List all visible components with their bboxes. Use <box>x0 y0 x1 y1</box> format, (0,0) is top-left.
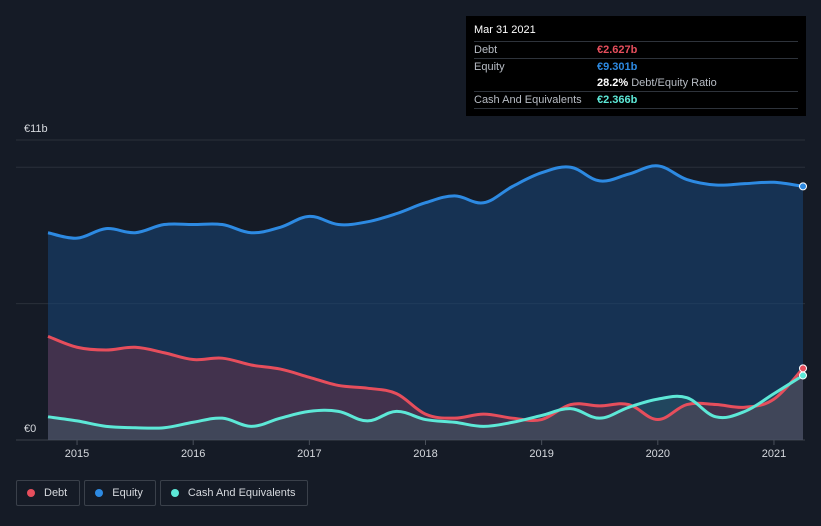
cash-line <box>47 374 804 430</box>
data-tooltip: Mar 31 2021 Debt €2.627b Equity €9.301b … <box>466 16 806 116</box>
tooltip-equity-label: Equity <box>474 61 505 73</box>
y-axis-top-label: €11b <box>24 123 48 135</box>
tooltip-row-cash: Cash And Equivalents €2.366b <box>474 91 798 109</box>
series-lines <box>47 164 805 430</box>
equity-line <box>47 164 804 240</box>
tooltip-equity-value: €9.301b <box>597 61 638 73</box>
y-axis-bottom-label: €0 <box>24 423 36 435</box>
tooltip-row-debt: Debt €2.627b <box>474 41 798 58</box>
chart-legend: Debt Equity Cash And Equivalents <box>16 480 309 506</box>
x-tick-label-2020: 2020 <box>646 448 670 460</box>
x-tick-label-2018: 2018 <box>413 448 437 460</box>
equity-end-marker <box>799 182 807 191</box>
cash-end-marker <box>799 371 807 380</box>
legend-label-cash: Cash And Equivalents <box>187 487 296 499</box>
x-tick-label-2019: 2019 <box>529 448 553 460</box>
debt-line <box>47 334 805 423</box>
tooltip-cash-value: €2.366b <box>597 94 638 106</box>
tooltip-cash-label: Cash And Equivalents <box>474 94 582 106</box>
tooltip-row-equity: Equity €9.301b <box>474 58 798 75</box>
end-markers <box>799 182 807 380</box>
legend-item-cash[interactable]: Cash And Equivalents <box>159 480 309 506</box>
legend-label-debt: Debt <box>44 487 68 499</box>
tooltip-ratio-value: 28.2% <box>597 77 629 89</box>
legend-item-equity[interactable]: Equity <box>84 480 156 506</box>
x-tick-label-2015: 2015 <box>65 448 89 460</box>
equity-area <box>48 165 803 440</box>
tooltip-date: Mar 31 2021 <box>474 24 536 36</box>
cash-dot-icon <box>170 489 179 497</box>
x-tick-label-2016: 2016 <box>181 448 205 460</box>
tooltip-row-ratio: 28.2% Debt/Equity Ratio <box>474 75 798 91</box>
x-tick-label-2021: 2021 <box>762 448 786 460</box>
tooltip-ratio-label: Debt/Equity Ratio <box>631 77 717 89</box>
legend-label-equity: Equity <box>112 487 143 499</box>
equity-dot-icon <box>95 489 104 497</box>
debt-end-marker <box>799 364 807 373</box>
x-axis-ticks: 2015 2016 2017 2018 2019 2020 2021 <box>65 440 786 460</box>
debt-dot-icon <box>27 489 35 497</box>
x-tick-label-2017: 2017 <box>297 448 321 460</box>
tooltip-debt-value: €2.627b <box>597 44 638 56</box>
legend-item-debt[interactable]: Debt <box>16 480 81 506</box>
tooltip-debt-label: Debt <box>474 44 498 56</box>
